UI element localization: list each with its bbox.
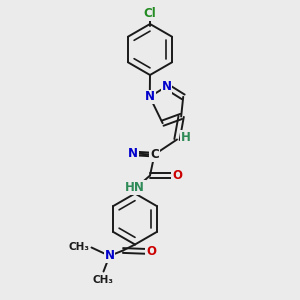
Text: HN: HN bbox=[125, 181, 145, 194]
Text: O: O bbox=[172, 169, 182, 182]
Text: C: C bbox=[150, 148, 159, 161]
Text: N: N bbox=[128, 147, 138, 160]
Text: O: O bbox=[146, 245, 156, 258]
Text: N: N bbox=[104, 249, 115, 262]
Text: N: N bbox=[161, 80, 172, 93]
Text: CH₃: CH₃ bbox=[93, 275, 114, 285]
Text: N: N bbox=[145, 90, 155, 103]
Text: CH₃: CH₃ bbox=[68, 242, 89, 253]
Text: Cl: Cl bbox=[144, 7, 156, 20]
Text: H: H bbox=[181, 130, 190, 144]
